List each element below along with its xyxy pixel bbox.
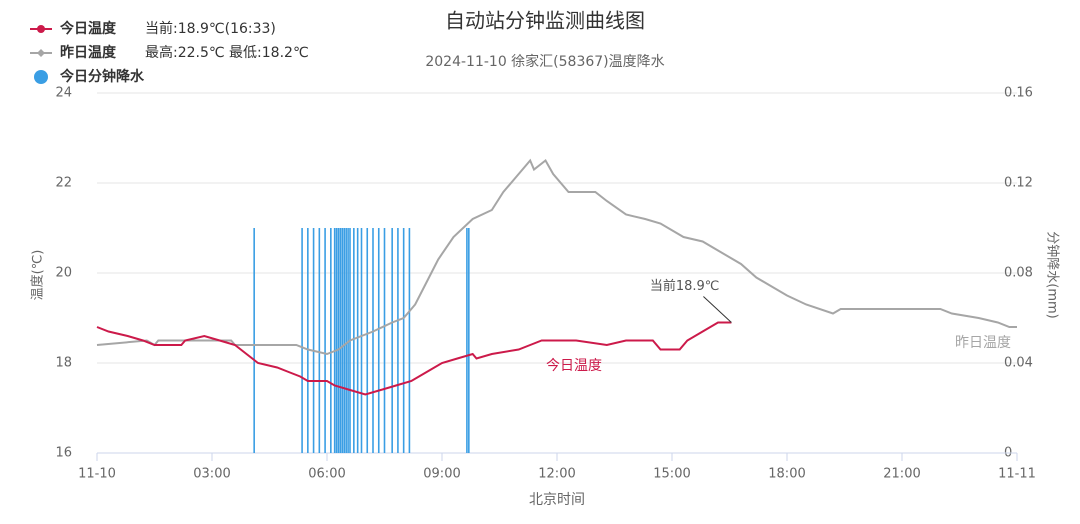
annotation: 当前18.9℃ xyxy=(650,278,720,294)
x-tick-label: 11-10 xyxy=(78,467,116,482)
x-tick-label: 06:00 xyxy=(308,467,345,482)
x-axis-title: 北京时间 xyxy=(529,492,585,508)
x-tick-label: 11-11 xyxy=(998,467,1036,482)
x-tick-label: 12:00 xyxy=(538,467,575,482)
x-tick-label: 21:00 xyxy=(883,467,920,482)
annotation-leader xyxy=(703,296,732,323)
y2-tick-label: 0.08 xyxy=(1004,266,1033,281)
y-tick-label: 18 xyxy=(55,356,72,371)
legend-note: 最高:22.5℃ 最低:18.2℃ xyxy=(145,44,309,61)
y2-tick-label: 0.04 xyxy=(1004,356,1033,371)
legend-marker xyxy=(37,49,45,57)
legend-label: 今日温度 xyxy=(59,20,117,37)
y2-tick-label: 0.12 xyxy=(1004,176,1033,191)
legend-label: 今日分钟降水 xyxy=(59,68,145,85)
x-tick-label: 15:00 xyxy=(653,467,690,482)
legend-marker xyxy=(37,25,45,33)
y-tick-label: 24 xyxy=(55,86,72,101)
legend-label: 昨日温度 xyxy=(60,44,117,61)
y-tick-label: 16 xyxy=(55,446,72,461)
annotation: 今日温度 xyxy=(546,358,602,374)
legend-note: 当前:18.9℃(16:33) xyxy=(145,20,276,37)
chart-title: 自动站分钟监测曲线图 xyxy=(445,9,645,33)
chart-subtitle: 2024-11-10 徐家汇(58367)温度降水 xyxy=(425,53,664,70)
temperature-line xyxy=(96,158,1017,356)
legend-marker xyxy=(34,70,48,84)
y-tick-label: 20 xyxy=(55,266,72,281)
annotation: 昨日温度 xyxy=(955,335,1011,351)
x-tick-label: 09:00 xyxy=(423,467,460,482)
temperature-line xyxy=(96,321,732,396)
x-tick-label: 18:00 xyxy=(768,467,805,482)
y-tick-label: 22 xyxy=(55,176,72,191)
y2-tick-label: 0.16 xyxy=(1004,86,1033,101)
y2-axis-title: 分钟降水(mm) xyxy=(1045,231,1061,318)
x-tick-label: 03:00 xyxy=(193,467,230,482)
y-axis-title: 温度(℃) xyxy=(30,250,46,301)
